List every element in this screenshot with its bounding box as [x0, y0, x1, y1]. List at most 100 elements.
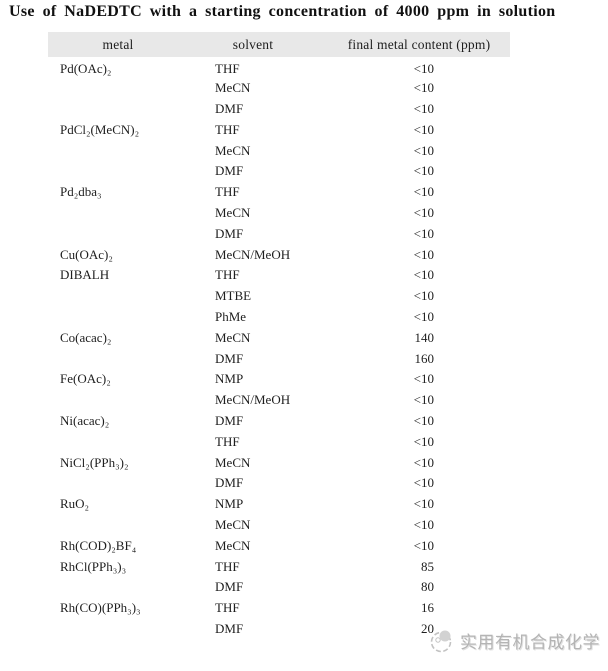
metal-cell	[48, 619, 200, 640]
content-cell: <10	[413, 516, 434, 532]
metal-cell: Cu(OAc)₂	[60, 246, 113, 262]
table-row: MeCN <10	[48, 140, 510, 161]
metal-cell: Pd₂dba₃	[60, 184, 102, 200]
page-title: Use of NaDEDTC with a starting concentra…	[9, 3, 556, 20]
table-row: MeCN <10	[48, 203, 510, 224]
solvent-cell: DMF	[215, 100, 244, 116]
metal-cell: RuO₂	[60, 496, 90, 512]
solvent-cell: THF	[215, 558, 240, 574]
solvent-cell: MeCN	[215, 80, 251, 96]
solvent-cell: DMF	[215, 350, 244, 366]
content-cell: <10	[413, 204, 434, 220]
table-row: PhMe <10	[48, 307, 510, 328]
table-row: DIBALH THF <10	[48, 265, 510, 286]
solvent-cell: NMP	[215, 371, 244, 387]
table-row: DMF 160	[48, 348, 510, 369]
solvent-cell: MeCN	[215, 204, 251, 220]
solvent-cell: MeCN	[215, 454, 251, 470]
solvent-cell: THF	[215, 61, 240, 77]
content-cell: 85	[421, 558, 434, 574]
table-row: DMF 20	[48, 619, 510, 640]
metal-cell: PdCl₂(MeCN)₂	[60, 121, 140, 137]
content-cell: <10	[413, 225, 434, 241]
metal-cell	[48, 577, 200, 598]
table-row: Co(acac)₂ MeCN 140	[48, 327, 510, 348]
solvent-cell: DMF	[215, 579, 244, 595]
table-row: MeCN <10	[48, 515, 510, 536]
table-row: RuO₂ NMP <10	[48, 494, 510, 515]
solvent-cell: THF	[215, 267, 240, 283]
content-cell: <10	[413, 267, 434, 283]
solvent-cell: THF	[215, 433, 240, 449]
content-cell: <10	[413, 537, 434, 553]
table-row: MeCN/MeOH <10	[48, 390, 510, 411]
solvent-cell: DMF	[215, 620, 244, 636]
content-cell: <10	[413, 121, 434, 137]
table-row: Rh(CO)(PPh₃)₃ THF 16	[48, 598, 510, 619]
metal-content-table: metal solvent final metal content (ppm) …	[48, 32, 510, 639]
solvent-cell: NMP	[215, 496, 244, 512]
solvent-cell: MeCN	[215, 329, 251, 345]
content-cell: <10	[413, 246, 434, 262]
solvent-cell: MeCN/MeOH	[215, 246, 291, 262]
table-row: THF <10	[48, 431, 510, 452]
watermark: 实用有机合成化学	[428, 626, 600, 655]
metal-cell	[48, 99, 200, 120]
table-row: RhCl(PPh₃)₃ THF 85	[48, 556, 510, 577]
content-cell: <10	[413, 80, 434, 96]
watermark-logo-icon	[430, 630, 452, 653]
metal-cell: Rh(CO)(PPh₃)₃	[60, 600, 141, 616]
content-cell: 140	[414, 329, 435, 345]
content-cell: <10	[413, 392, 434, 408]
solvent-cell: DMF	[215, 163, 244, 179]
metal-cell: Ni(acac)₂	[60, 412, 110, 428]
content-cell: <10	[413, 454, 434, 470]
content-cell: <10	[413, 412, 434, 428]
content-cell: 80	[421, 579, 434, 595]
solvent-cell: THF	[215, 600, 240, 616]
solvent-cell: MeCN	[215, 537, 251, 553]
solvent-cell: DMF	[215, 225, 244, 241]
table-row: MeCN <10	[48, 78, 510, 99]
metal-cell: Rh(COD)₂BF₄	[60, 537, 137, 553]
table-row: PdCl₂(MeCN)₂ THF <10	[48, 119, 510, 140]
content-cell: 20	[421, 620, 434, 636]
metal-cell: NiCl₂(PPh₃)₂	[60, 454, 129, 470]
solvent-cell: DMF	[215, 412, 244, 428]
table-row: NiCl₂(PPh₃)₂ MeCN <10	[48, 452, 510, 473]
content-cell: <10	[413, 184, 434, 200]
table-row: Cu(OAc)₂ MeCN/MeOH <10	[48, 244, 510, 265]
header-metal: metal	[48, 32, 200, 57]
metal-cell	[48, 161, 200, 182]
content-cell: <10	[413, 308, 434, 324]
table-row: Rh(COD)₂BF₄ MeCN <10	[48, 535, 510, 556]
metal-cell	[48, 390, 200, 411]
table-row: Pd(OAc)₂ THF <10	[48, 57, 510, 78]
solvent-cell: MTBE	[215, 288, 252, 304]
content-cell: <10	[413, 163, 434, 179]
solvent-cell: THF	[215, 121, 240, 137]
solvent-cell: MeCN	[215, 516, 251, 532]
metal-cell: Fe(OAc)₂	[60, 371, 111, 387]
solvent-cell: MeCN	[215, 142, 251, 158]
solvent-cell: MeCN/MeOH	[215, 392, 291, 408]
header-solvent: solvent	[200, 32, 328, 57]
metal-cell	[48, 286, 200, 307]
solvent-cell: DMF	[215, 475, 244, 491]
content-cell: <10	[413, 100, 434, 116]
table-row: DMF 80	[48, 577, 510, 598]
content-cell: <10	[413, 496, 434, 512]
solvent-cell: THF	[215, 184, 240, 200]
content-cell: <10	[413, 475, 434, 491]
solvent-cell: PhMe	[215, 308, 247, 324]
content-cell: 16	[421, 600, 434, 616]
metal-cell	[48, 140, 200, 161]
metal-cell	[48, 223, 200, 244]
table-row: MTBE <10	[48, 286, 510, 307]
table-row: DMF <10	[48, 473, 510, 494]
metal-cell	[48, 473, 200, 494]
content-cell: <10	[413, 433, 434, 449]
metal-cell	[48, 78, 200, 99]
metal-cell	[48, 515, 200, 536]
